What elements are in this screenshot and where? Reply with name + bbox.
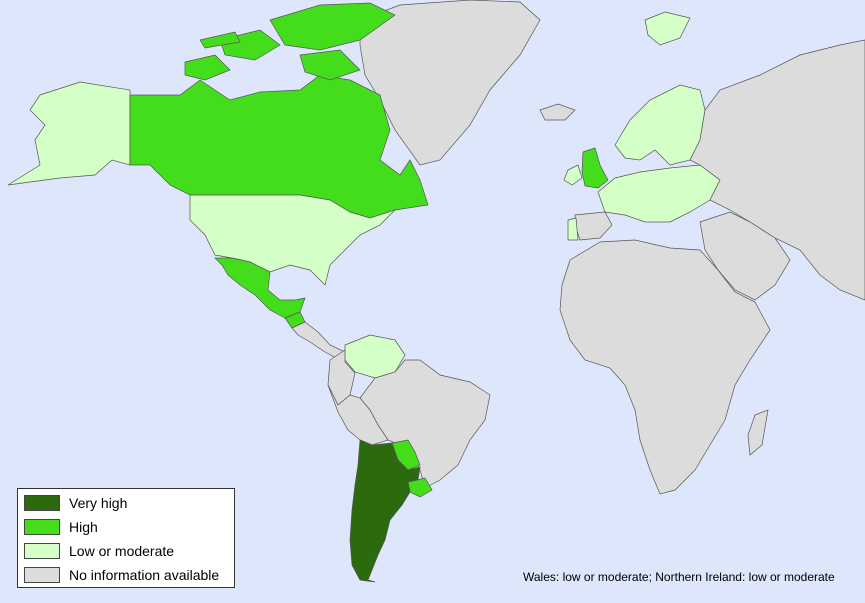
region-portugal xyxy=(567,217,579,241)
region-ireland xyxy=(563,164,583,186)
region-madagascar xyxy=(747,409,769,456)
legend-label: High xyxy=(69,519,98,535)
region-canada-islands-3 xyxy=(269,2,396,51)
legend-swatch xyxy=(24,567,60,583)
legend-label: Low or moderate xyxy=(69,543,175,559)
region-peru-bolivia xyxy=(327,384,389,446)
region-iceland xyxy=(539,103,576,121)
legend-label: Very high xyxy=(69,495,128,511)
legend-swatch xyxy=(24,543,60,559)
region-africa xyxy=(559,239,771,495)
region-canada-islands-5 xyxy=(199,31,241,49)
legend-label: No information available xyxy=(69,567,220,583)
region-argentina-chile xyxy=(349,439,421,583)
legend-swatch xyxy=(24,519,60,535)
region-middle-east xyxy=(699,211,791,301)
region-canada-islands-4 xyxy=(299,49,361,81)
region-greenland xyxy=(359,0,541,166)
map-legend: Very high High Low or moderate No inform… xyxy=(17,488,235,588)
region-svalbard xyxy=(644,11,691,46)
region-united-states xyxy=(189,194,396,286)
region-canada-islands-1 xyxy=(184,54,231,81)
region-mexico xyxy=(214,257,306,319)
legend-swatch xyxy=(24,495,60,511)
region-russia-asia xyxy=(689,39,865,301)
map-note: Wales: low or moderate; Northern Ireland… xyxy=(523,570,835,584)
region-great-britain xyxy=(581,147,609,189)
